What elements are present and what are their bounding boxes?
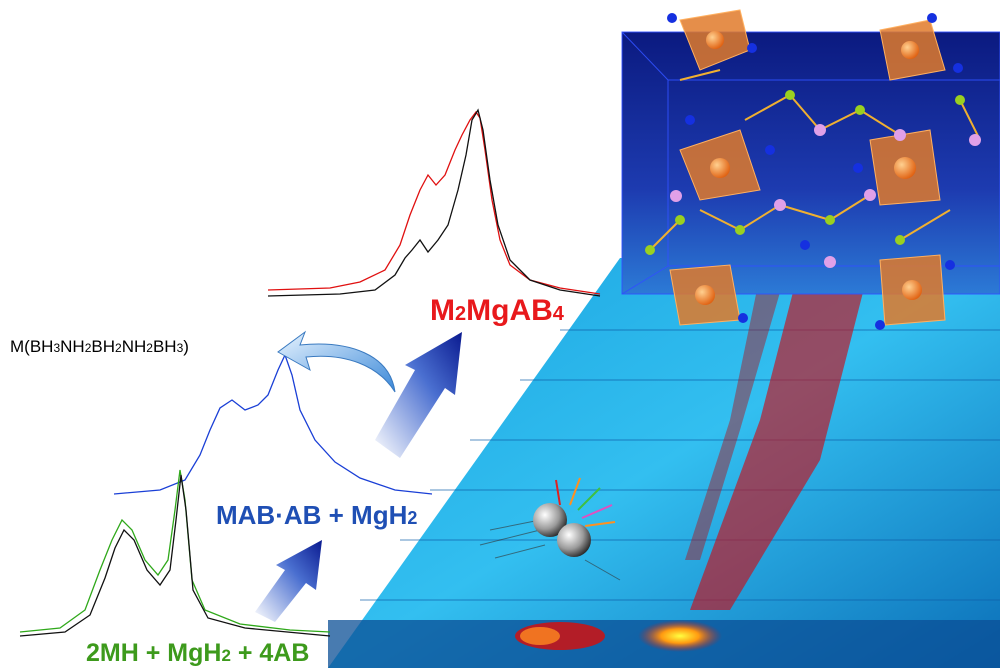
spectrum-start [19, 469, 331, 637]
up-arrow-icon [375, 332, 462, 458]
diffraction-map [328, 258, 1000, 668]
ball-mill-icon [479, 477, 621, 581]
intermediate-label: MAB·AB + MgH2 [216, 500, 418, 530]
crystal-structure-icon [621, 9, 1000, 330]
spectrum-product [267, 108, 601, 297]
polymer-label: M(BH3NH2BH2NH2BH3) [10, 337, 189, 356]
product-label: M2MgAB4 [430, 294, 564, 327]
spectrum-intermediate [113, 353, 433, 495]
start-label: 2MH + MgH2 + 4AB [86, 639, 310, 667]
curved-arrow-icon [277, 330, 396, 393]
up-arrow-icon-small [255, 540, 322, 622]
